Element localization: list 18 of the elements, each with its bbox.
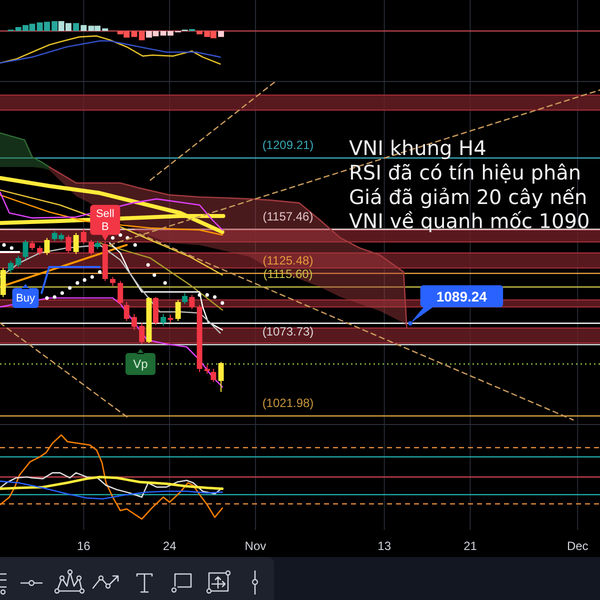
annotation: Vp bbox=[133, 356, 148, 371]
x-tick-label: 13 bbox=[378, 539, 392, 553]
annotation: Giá đã giảm 20 cây nến bbox=[349, 184, 588, 209]
annotation: RSI đã có tín hiệu phân bbox=[349, 160, 582, 184]
annotation: Sell B bbox=[96, 208, 114, 233]
annotation: VNI về quanh mốc 1090 bbox=[349, 209, 590, 234]
ref-line-label: (1209.21) bbox=[262, 138, 314, 152]
x-tick-label: Nov bbox=[244, 539, 266, 553]
annotation: 1089.24 bbox=[436, 288, 488, 304]
x-tick-label: Dec bbox=[566, 539, 588, 553]
ref-line-label: (1073.73) bbox=[262, 324, 314, 339]
ref-line-label: (1125.48) bbox=[262, 253, 314, 268]
annotation: Buy bbox=[16, 292, 36, 304]
x-tick-label: 21 bbox=[464, 539, 478, 553]
ref-line-label: (1021.98) bbox=[262, 396, 314, 410]
x-tick-label: 16 bbox=[76, 539, 91, 553]
x-tick-label: 24 bbox=[162, 539, 177, 553]
ref-line-label: (1157.46) bbox=[262, 209, 314, 224]
